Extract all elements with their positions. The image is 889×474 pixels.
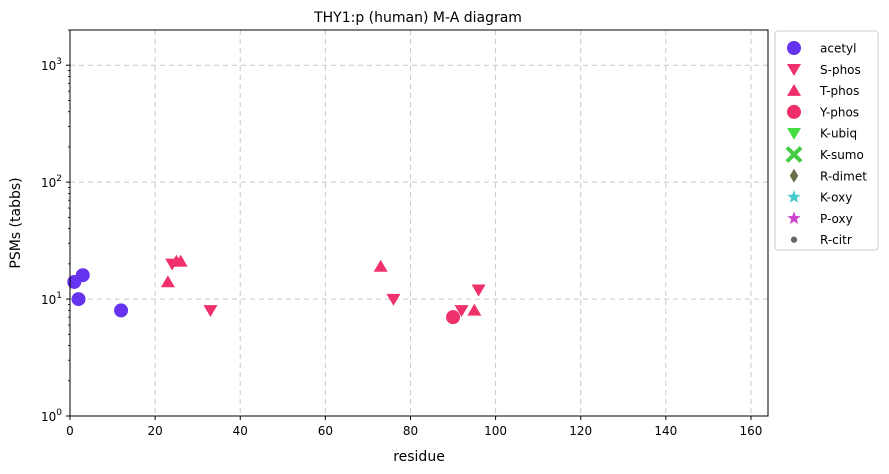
x-tick-label: 0	[66, 424, 74, 438]
x-tick-label: 120	[569, 424, 592, 438]
legend-label-acetyl: acetyl	[820, 42, 856, 56]
legend-label-K-ubiq: K-ubiq	[820, 127, 857, 141]
plot-area-frame	[69, 29, 769, 417]
x-tick-label: 20	[147, 424, 162, 438]
x-axis-label: residue	[393, 449, 445, 465]
grid	[70, 30, 768, 416]
legend-marker-K-ubiq	[787, 127, 801, 140]
x-tick-label: 60	[318, 424, 333, 438]
legend-label-K-sumo: K-sumo	[820, 148, 864, 162]
legend-label-R-citr: R-citr	[820, 233, 852, 247]
x-tick-label: 80	[403, 424, 418, 438]
legend-marker-K-sumo	[785, 146, 803, 163]
data-point-T-phos	[467, 303, 482, 316]
x-tick-label: 40	[233, 424, 248, 438]
data-point-T-phos	[173, 254, 188, 267]
legend-label-S-phos: S-phos	[820, 63, 861, 77]
legend-label-Y-phos: Y-phos	[819, 105, 859, 119]
legend-marker-R-dimet	[789, 168, 799, 183]
legend-label-T-phos: T-phos	[819, 84, 859, 98]
legend-marker-R-citr	[790, 236, 798, 243]
data-point-S-phos	[386, 293, 401, 306]
data-point-T-phos	[160, 275, 175, 288]
legend: acetyl S-phos T-phos Y-phos K-ubiq K-sumo R-di…	[774, 30, 879, 251]
data-point-T-phos	[373, 259, 388, 272]
legend-marker-Y-phos	[787, 104, 801, 119]
data-point-Y-phos	[446, 310, 461, 325]
data-point-acetyl	[71, 292, 86, 307]
y-tick-label: 102	[41, 174, 62, 190]
y-tick-label: 100	[41, 408, 62, 424]
data-point-S-phos	[471, 284, 486, 297]
data-point-acetyl	[75, 268, 90, 283]
legend-marker-P-oxy	[787, 211, 801, 225]
data-point-acetyl	[114, 303, 129, 318]
axis-ticks: 0 20 40 60 80 100 120 140 160 100 101 102 103	[41, 29, 763, 438]
legend-marker-T-phos	[787, 83, 801, 96]
legend-marker-S-phos	[787, 64, 801, 76]
x-tick-label: 140	[654, 424, 677, 438]
legend-label-K-oxy: K-oxy	[820, 191, 852, 205]
legend-label-R-dimet: R-dimet	[820, 169, 867, 183]
data-points	[67, 254, 486, 325]
data-point-S-phos	[454, 305, 469, 318]
x-tick-label: 160	[740, 424, 763, 438]
y-tick-label: 101	[41, 291, 62, 307]
y-tick-label: 103	[41, 57, 62, 73]
chart-title: THY1:p (human) M-A diagram	[313, 10, 522, 26]
legend-marker-acetyl	[787, 41, 801, 55]
y-axis-label: PSMs (tabbs)	[8, 177, 24, 268]
x-tick-label: 100	[484, 424, 507, 438]
legend-label-P-oxy: P-oxy	[820, 212, 853, 226]
legend-marker-K-oxy	[787, 190, 801, 203]
data-point-S-phos	[203, 305, 218, 318]
legend-frame	[774, 30, 879, 251]
